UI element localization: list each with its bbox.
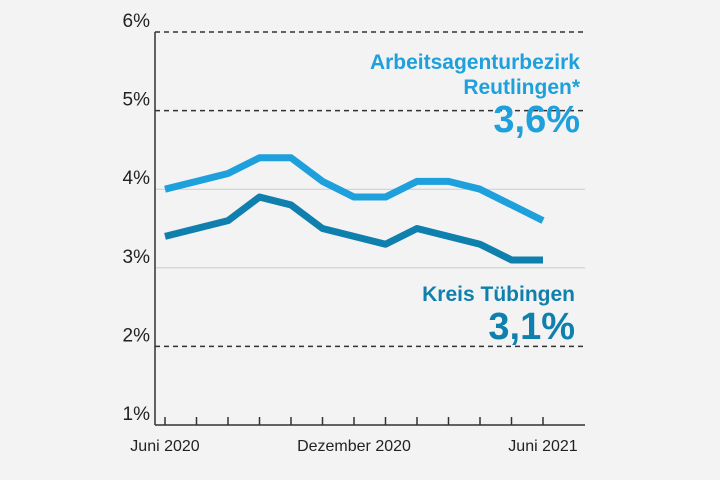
annotation-1: Arbeitsagenturbezirk Reutlingen* 3,6% — [330, 50, 580, 140]
series-line — [164, 193, 543, 264]
x-tick-label: Dezember 2020 — [297, 438, 411, 455]
y-tick-label: 1% — [123, 404, 151, 425]
series-name: Kreis Tübingen — [422, 283, 575, 306]
y-tick-label: 2% — [123, 325, 151, 346]
series-name: Arbeitsagenturbezirk Reutlingen* — [369, 51, 580, 99]
x-tick-label: Juni 2021 — [508, 438, 577, 455]
y-tick-label: 4% — [123, 168, 151, 189]
end-label: 3,1% — [488, 306, 575, 348]
y-tick-label: 3% — [123, 247, 151, 268]
y-tick-label: 6% — [123, 11, 151, 32]
y-tick-label: 5% — [123, 90, 151, 111]
series-line — [164, 154, 545, 224]
end-label: 3,6% — [493, 99, 580, 141]
x-tick-label: Juni 2020 — [130, 438, 199, 455]
annotation-2: Kreis Tübingen 3,1% — [330, 282, 575, 347]
